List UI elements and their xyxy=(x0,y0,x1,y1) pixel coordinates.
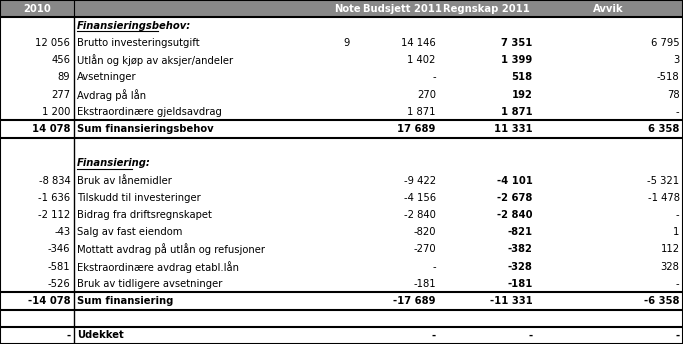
Text: 6 358: 6 358 xyxy=(648,124,680,134)
Text: 11 331: 11 331 xyxy=(494,124,533,134)
Text: Avdrag på lån: Avdrag på lån xyxy=(77,89,146,100)
Text: Udekket: Udekket xyxy=(77,330,124,341)
Text: -: - xyxy=(529,330,533,341)
Text: 14 146: 14 146 xyxy=(401,38,436,48)
Text: 6 795: 6 795 xyxy=(651,38,680,48)
Text: 112: 112 xyxy=(660,244,680,255)
Text: Finansiering:: Finansiering: xyxy=(77,158,151,169)
Text: -2 678: -2 678 xyxy=(497,193,533,203)
Text: 78: 78 xyxy=(667,89,680,100)
Text: -11 331: -11 331 xyxy=(490,296,533,306)
Text: -: - xyxy=(676,210,680,220)
Text: -2 112: -2 112 xyxy=(38,210,70,220)
Text: 14 078: 14 078 xyxy=(32,124,70,134)
Text: 1: 1 xyxy=(673,227,680,237)
Text: 7 351: 7 351 xyxy=(501,38,533,48)
Text: -: - xyxy=(66,330,70,341)
Text: -: - xyxy=(432,72,436,83)
Text: Note: Note xyxy=(334,3,360,14)
Text: -4 156: -4 156 xyxy=(404,193,436,203)
Text: -581: -581 xyxy=(48,261,70,272)
Text: Avvik: Avvik xyxy=(593,3,623,14)
Text: Bruk av tidligere avsetninger: Bruk av tidligere avsetninger xyxy=(77,279,223,289)
Text: Sum finansieringsbehov: Sum finansieringsbehov xyxy=(77,124,214,134)
Text: Mottatt avdrag på utlån og refusjoner: Mottatt avdrag på utlån og refusjoner xyxy=(77,244,265,255)
Text: -382: -382 xyxy=(508,244,533,255)
Text: -6 358: -6 358 xyxy=(644,296,680,306)
Text: -43: -43 xyxy=(54,227,70,237)
Text: -821: -821 xyxy=(507,227,533,237)
Text: 9: 9 xyxy=(344,38,350,48)
Text: -: - xyxy=(675,330,680,341)
Text: Budsjett 2011: Budsjett 2011 xyxy=(363,3,442,14)
Text: Utlån og kjøp av aksjer/andeler: Utlån og kjøp av aksjer/andeler xyxy=(77,54,234,66)
Text: -: - xyxy=(676,279,680,289)
Text: Sum finansiering: Sum finansiering xyxy=(77,296,173,306)
Text: Regnskap 2011: Regnskap 2011 xyxy=(443,3,529,14)
Text: -4 101: -4 101 xyxy=(497,175,533,186)
Text: Ekstraordinære gjeldsavdrag: Ekstraordinære gjeldsavdrag xyxy=(77,107,222,117)
Text: Salg av fast eiendom: Salg av fast eiendom xyxy=(77,227,182,237)
Text: -2 840: -2 840 xyxy=(404,210,436,220)
Text: -2 840: -2 840 xyxy=(497,210,533,220)
Text: Bidrag fra driftsregnskapet: Bidrag fra driftsregnskapet xyxy=(77,210,212,220)
Text: 192: 192 xyxy=(512,89,533,100)
Text: 328: 328 xyxy=(660,261,680,272)
Text: -820: -820 xyxy=(413,227,436,237)
Text: -1 636: -1 636 xyxy=(38,193,70,203)
Text: -: - xyxy=(676,107,680,117)
Text: Brutto investeringsutgift: Brutto investeringsutgift xyxy=(77,38,200,48)
Text: 1 871: 1 871 xyxy=(501,107,533,117)
Text: -346: -346 xyxy=(48,244,70,255)
Text: -8 834: -8 834 xyxy=(39,175,70,186)
Text: -1 478: -1 478 xyxy=(647,193,680,203)
Bar xyxy=(0,0,683,17)
Text: Tilskudd til investeringer: Tilskudd til investeringer xyxy=(77,193,201,203)
Text: -14 078: -14 078 xyxy=(28,296,70,306)
Text: 1 402: 1 402 xyxy=(407,55,436,65)
Text: -526: -526 xyxy=(48,279,70,289)
Text: 1 399: 1 399 xyxy=(501,55,533,65)
Text: 12 056: 12 056 xyxy=(36,38,70,48)
Text: -518: -518 xyxy=(657,72,680,83)
Text: 270: 270 xyxy=(417,89,436,100)
Text: 17 689: 17 689 xyxy=(398,124,436,134)
Text: 456: 456 xyxy=(51,55,70,65)
Text: -17 689: -17 689 xyxy=(393,296,436,306)
Text: -270: -270 xyxy=(413,244,436,255)
Text: -181: -181 xyxy=(413,279,436,289)
Text: -181: -181 xyxy=(507,279,533,289)
Text: 3: 3 xyxy=(673,55,680,65)
Text: 518: 518 xyxy=(512,72,533,83)
Text: 89: 89 xyxy=(58,72,70,83)
Text: Finansieringsbehov:: Finansieringsbehov: xyxy=(77,21,191,31)
Text: 277: 277 xyxy=(51,89,70,100)
Text: 1 200: 1 200 xyxy=(42,107,70,117)
Text: -328: -328 xyxy=(508,261,533,272)
Text: -: - xyxy=(432,261,436,272)
Text: Bruk av lånemidler: Bruk av lånemidler xyxy=(77,175,172,186)
Text: 2010: 2010 xyxy=(23,3,51,14)
Text: 1 871: 1 871 xyxy=(407,107,436,117)
Text: -5 321: -5 321 xyxy=(647,175,680,186)
Text: Ekstraordinære avdrag etabl.lån: Ekstraordinære avdrag etabl.lån xyxy=(77,261,239,272)
Text: -9 422: -9 422 xyxy=(404,175,436,186)
Text: Avsetninger: Avsetninger xyxy=(77,72,137,83)
Text: -: - xyxy=(432,330,436,341)
